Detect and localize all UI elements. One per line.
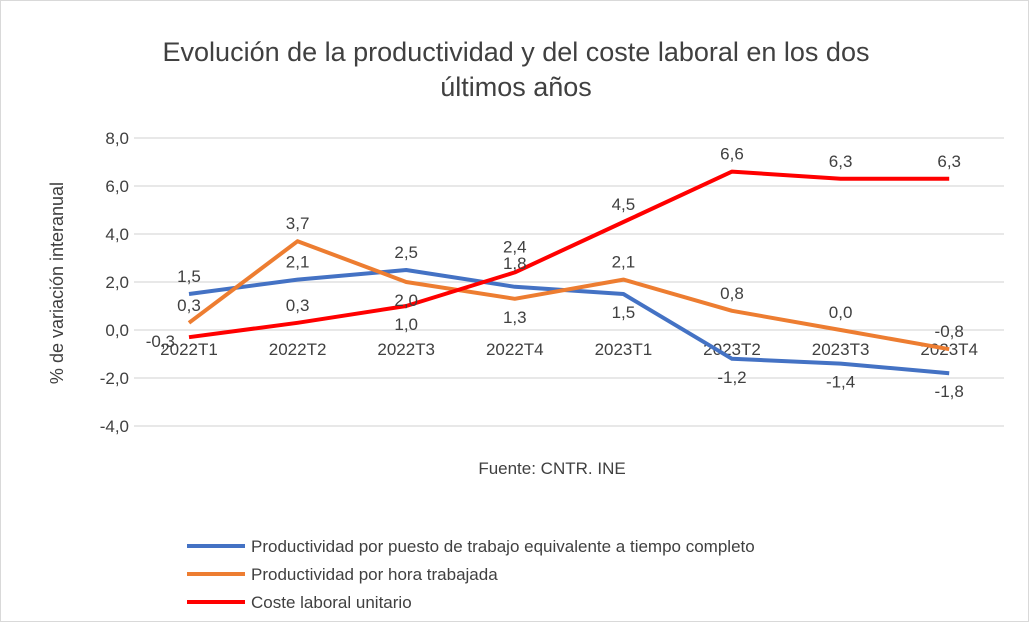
x-tick-label: 2022T3 xyxy=(377,340,435,359)
data-label: 6,6 xyxy=(720,145,744,164)
data-label: -0,8 xyxy=(935,322,964,341)
data-label: 0,8 xyxy=(720,284,744,303)
data-label: 1,8 xyxy=(503,254,527,273)
x-tick-label: 2022T4 xyxy=(486,340,544,359)
series-line xyxy=(187,239,950,352)
data-label: 6,3 xyxy=(829,152,853,171)
data-label: 0,0 xyxy=(829,303,853,322)
data-label: -0,3 xyxy=(146,332,175,351)
data-label: 1,0 xyxy=(394,315,418,334)
source-note: Fuente: CNTR. INE xyxy=(478,459,625,478)
data-label: 3,7 xyxy=(286,214,310,233)
y-tick-label: 6,0 xyxy=(105,177,129,196)
legend-entry: Coste laboral unitario xyxy=(251,593,412,612)
data-label: 2,4 xyxy=(503,237,527,256)
data-label: -1,2 xyxy=(717,368,746,387)
legend-entry: Productividad por puesto de trabajo equi… xyxy=(251,537,755,556)
x-tick-label: 2022T1 xyxy=(160,340,218,359)
y-axis-label: % de variación interanual xyxy=(47,182,67,384)
data-label: 4,5 xyxy=(612,195,636,214)
chart-title-line-2: últimos años xyxy=(440,72,592,102)
data-label: 1,5 xyxy=(612,303,636,322)
y-tick-label: 4,0 xyxy=(105,225,129,244)
data-label: 2,0 xyxy=(394,291,418,310)
data-label: 0,3 xyxy=(177,296,201,315)
data-label: 2,5 xyxy=(394,243,418,262)
x-tick-label: 2023T2 xyxy=(703,340,761,359)
y-tick-label: -4,0 xyxy=(100,417,129,436)
data-label: 2,1 xyxy=(286,253,310,272)
legend-entry: Productividad por hora trabajada xyxy=(251,565,498,584)
y-tick-label: -2,0 xyxy=(100,369,129,388)
x-tick-label: 2023T3 xyxy=(812,340,870,359)
data-label: 1,3 xyxy=(503,308,527,327)
y-tick-label: 2,0 xyxy=(105,273,129,292)
x-tick-label: 2023T1 xyxy=(595,340,653,359)
series-line xyxy=(188,169,950,340)
x-tick-label: 2022T2 xyxy=(269,340,327,359)
data-label: 1,5 xyxy=(177,267,201,286)
data-label: 0,3 xyxy=(286,296,310,315)
y-tick-label: 0,0 xyxy=(105,321,129,340)
data-label: -1,4 xyxy=(826,373,855,392)
x-tick-label: 2023T4 xyxy=(920,340,978,359)
data-label: 2,1 xyxy=(612,253,636,272)
data-label: -1,8 xyxy=(935,382,964,401)
chart-title-line-1: Evolución de la productividad y del cost… xyxy=(163,37,870,67)
data-label: 6,3 xyxy=(937,152,961,171)
y-tick-label: 8,0 xyxy=(105,129,129,148)
